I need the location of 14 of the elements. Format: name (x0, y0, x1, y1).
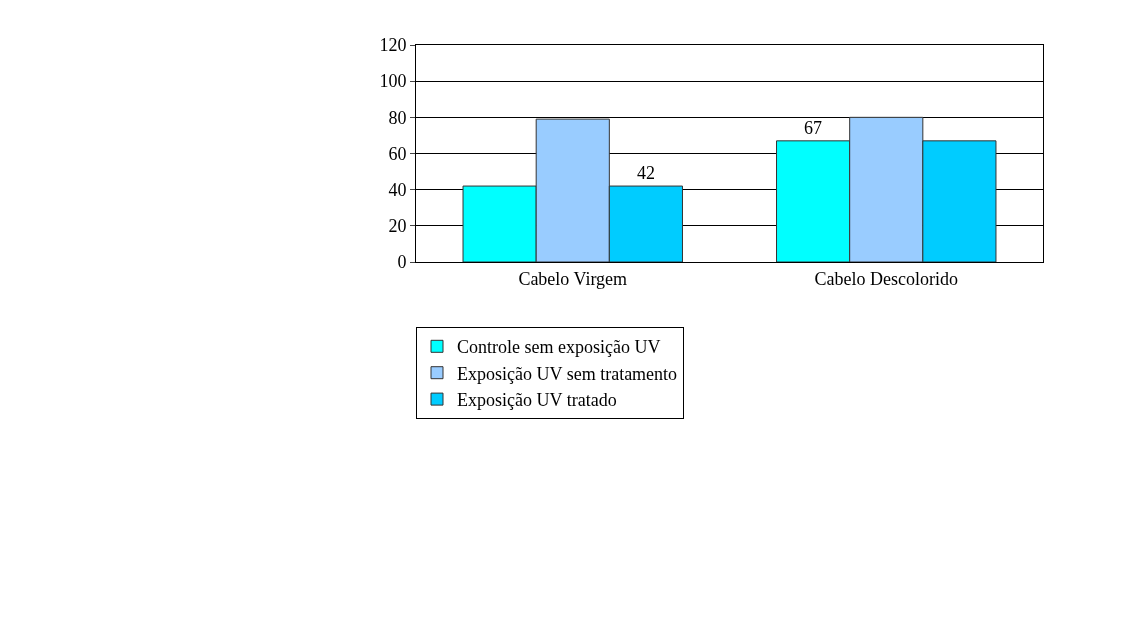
y-tick-label: 40 (388, 179, 407, 200)
data-label: 42 (636, 163, 655, 184)
legend-label: Exposição UV tratado (457, 390, 617, 411)
y-tick-label: 0 (397, 252, 407, 273)
y-tick-label: 60 (388, 143, 407, 164)
y-tick-label: 120 (379, 35, 407, 56)
y-tick-label: 100 (379, 71, 407, 92)
legend-label: Controle sem exposição UV (457, 337, 661, 358)
x-tick-label: Cabelo Descolorido (814, 268, 958, 289)
x-tick-label: Cabelo Virgem (518, 268, 628, 289)
y-tick-label: 80 (388, 107, 407, 128)
legend-label: Exposição UV sem tratamento (457, 363, 678, 384)
y-tick-label: 20 (388, 216, 407, 237)
data-label: 67 (804, 117, 823, 138)
